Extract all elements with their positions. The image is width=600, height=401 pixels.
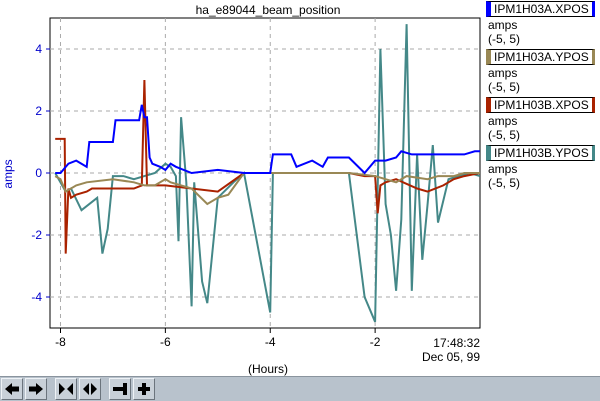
- line-tool-button[interactable]: [109, 378, 131, 400]
- legend-range: (-5, 5): [488, 176, 521, 190]
- legend-entry[interactable]: IPM1H03A.XPOS amps (-5, 5): [486, 0, 600, 46]
- legend-range: (-5, 5): [488, 128, 521, 142]
- legend-range: (-5, 5): [488, 80, 521, 94]
- x-tick-label: -6: [160, 335, 171, 349]
- scroll-right-button[interactable]: [25, 378, 47, 400]
- x-axis-label: (Hours): [248, 362, 288, 376]
- zoom-out-icon: [83, 383, 97, 395]
- plus-icon: [138, 383, 150, 395]
- legend-series-name: IPM1H03A.XPOS: [486, 1, 595, 17]
- y-tick-label: 0: [35, 166, 42, 180]
- legend-entry[interactable]: IPM1H03B.XPOS amps (-5, 5): [486, 96, 600, 142]
- line-icon: [113, 383, 127, 395]
- scroll-left-button[interactable]: [1, 378, 23, 400]
- legend-range: (-5, 5): [488, 32, 521, 46]
- legend-series-name: IPM1H03B.XPOS: [486, 97, 595, 113]
- axes: -4 -2 0 2 4 -8 -6 -4 -2: [31, 42, 380, 349]
- time-label: 17:48:32: [433, 336, 480, 350]
- x-tick-label: -4: [265, 335, 276, 349]
- legend: IPM1H03A.XPOS amps (-5, 5) IPM1H03A.YPOS…: [486, 0, 600, 192]
- y-axis-label: amps: [1, 159, 15, 188]
- legend-units: amps: [488, 162, 518, 176]
- series-lines: [54, 24, 480, 323]
- x-tick-label: -2: [370, 335, 381, 349]
- legend-units: amps: [488, 18, 518, 32]
- y-tick-label: -2: [31, 228, 42, 242]
- y-tick-label: -4: [31, 290, 42, 304]
- legend-entry[interactable]: IPM1H03A.YPOS amps (-5, 5): [486, 48, 600, 94]
- series-line: [55, 104, 480, 175]
- zoom-in-icon: [59, 383, 73, 395]
- chart-title: ha_e89044_beam_position: [196, 3, 341, 17]
- toolbar: [0, 376, 600, 401]
- date-label: Dec 05, 99: [422, 350, 480, 364]
- add-button[interactable]: [133, 378, 155, 400]
- series-line: [54, 172, 480, 206]
- arrow-right-icon: [29, 383, 43, 395]
- legend-units: amps: [488, 114, 518, 128]
- legend-series-name: IPM1H03A.YPOS: [486, 49, 595, 65]
- x-tick-label: -8: [55, 335, 66, 349]
- legend-series-name: IPM1H03B.YPOS: [486, 145, 595, 161]
- legend-entry[interactable]: IPM1H03B.YPOS amps (-5, 5): [486, 144, 600, 190]
- legend-units: amps: [488, 66, 518, 80]
- zoom-out-button[interactable]: [79, 378, 101, 400]
- y-tick-label: 2: [35, 104, 42, 118]
- arrow-left-icon: [5, 383, 19, 395]
- y-tick-label: 4: [35, 42, 42, 56]
- zoom-in-button[interactable]: [55, 378, 77, 400]
